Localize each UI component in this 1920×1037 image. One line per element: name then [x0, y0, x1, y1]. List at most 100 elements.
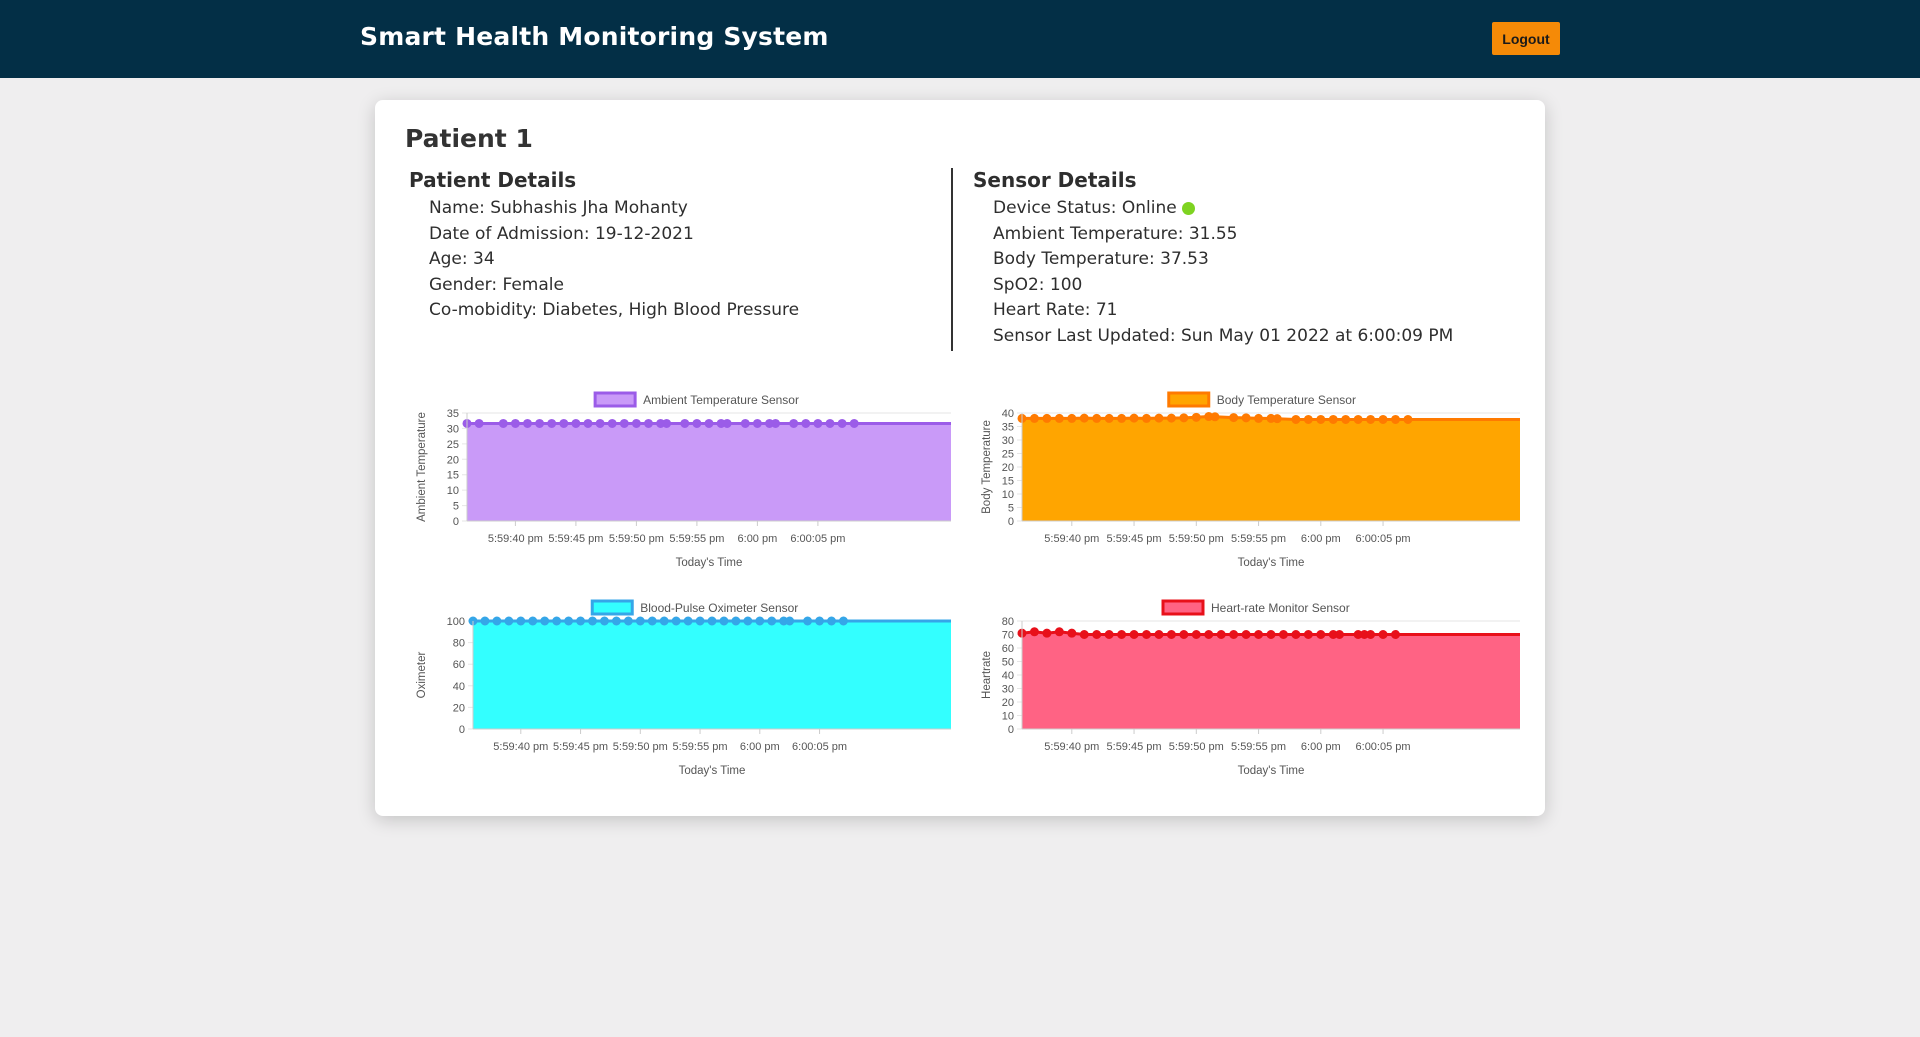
data-point[interactable] — [1166, 630, 1176, 639]
data-point[interactable] — [849, 418, 859, 428]
legend-label[interactable]: Blood-Pulse Oximeter Sensor — [640, 601, 798, 615]
data-point[interactable] — [635, 616, 645, 626]
data-point[interactable] — [1254, 413, 1264, 423]
data-point[interactable] — [1104, 413, 1114, 423]
data-point[interactable] — [1328, 414, 1338, 424]
data-point[interactable] — [707, 616, 717, 626]
data-point[interactable] — [492, 616, 502, 626]
data-point[interactable] — [1104, 630, 1114, 639]
data-point[interactable] — [838, 616, 848, 626]
data-point[interactable] — [535, 418, 545, 428]
legend-swatch-icon[interactable] — [590, 599, 634, 616]
data-point[interactable] — [1154, 630, 1164, 639]
data-point[interactable] — [1191, 412, 1201, 422]
data-point[interactable] — [1378, 630, 1388, 639]
data-point[interactable] — [1378, 414, 1388, 424]
legend-swatch-icon[interactable] — [1167, 391, 1211, 408]
data-point[interactable] — [1210, 412, 1220, 422]
data-point[interactable] — [1254, 630, 1264, 639]
data-point[interactable] — [1092, 413, 1102, 423]
data-point[interactable] — [1272, 414, 1282, 424]
data-point[interactable] — [719, 616, 729, 626]
data-point[interactable] — [1191, 630, 1201, 639]
legend-label[interactable]: Body Temperature Sensor — [1217, 393, 1356, 407]
data-point[interactable] — [1117, 413, 1127, 423]
data-point[interactable] — [1291, 414, 1301, 424]
data-point[interactable] — [1366, 414, 1376, 424]
data-point[interactable] — [704, 418, 714, 428]
data-point[interactable] — [837, 418, 847, 428]
data-point[interactable] — [623, 616, 633, 626]
data-point[interactable] — [1291, 630, 1301, 639]
data-point[interactable] — [680, 418, 690, 428]
data-point[interactable] — [576, 616, 586, 626]
data-point[interactable] — [659, 616, 669, 626]
legend-swatch-icon[interactable] — [1161, 599, 1205, 616]
data-point[interactable] — [1179, 630, 1189, 639]
data-point[interactable] — [631, 418, 641, 428]
data-point[interactable] — [1303, 630, 1313, 639]
data-point[interactable] — [789, 418, 799, 428]
data-point[interactable] — [1316, 630, 1326, 639]
data-point[interactable] — [722, 418, 732, 428]
data-point[interactable] — [813, 418, 823, 428]
data-point[interactable] — [1142, 413, 1151, 423]
data-point[interactable] — [755, 616, 765, 626]
data-point[interactable] — [547, 418, 557, 428]
data-point[interactable] — [785, 616, 795, 626]
data-point[interactable] — [1266, 630, 1276, 639]
data-point[interactable] — [1334, 630, 1344, 639]
data-point[interactable] — [504, 616, 514, 626]
data-point[interactable] — [1079, 413, 1089, 423]
data-point[interactable] — [1241, 630, 1251, 639]
data-point[interactable] — [540, 616, 550, 626]
data-point[interactable] — [825, 418, 835, 428]
data-point[interactable] — [1042, 413, 1052, 423]
data-point[interactable] — [1229, 630, 1239, 639]
data-point[interactable] — [815, 616, 825, 626]
data-point[interactable] — [1067, 628, 1077, 638]
data-point[interactable] — [743, 616, 753, 626]
data-point[interactable] — [1278, 630, 1288, 639]
data-point[interactable] — [1179, 413, 1189, 423]
data-point[interactable] — [1029, 413, 1039, 423]
data-point[interactable] — [1154, 413, 1164, 423]
data-point[interactable] — [692, 418, 702, 428]
data-point[interactable] — [1067, 413, 1077, 423]
data-point[interactable] — [510, 418, 520, 428]
data-point[interactable] — [662, 418, 672, 428]
data-point[interactable] — [1117, 630, 1127, 639]
legend-label[interactable]: Heart-rate Monitor Sensor — [1211, 601, 1350, 615]
data-point[interactable] — [1229, 413, 1239, 423]
data-point[interactable] — [827, 616, 836, 626]
data-point[interactable] — [564, 616, 574, 626]
data-point[interactable] — [731, 616, 741, 626]
data-point[interactable] — [683, 616, 693, 626]
data-point[interactable] — [1079, 630, 1089, 639]
data-point[interactable] — [1054, 627, 1064, 637]
legend-label[interactable]: Ambient Temperature Sensor — [643, 393, 799, 407]
data-point[interactable] — [644, 418, 653, 428]
data-point[interactable] — [571, 418, 581, 428]
data-point[interactable] — [1129, 630, 1139, 639]
data-point[interactable] — [516, 616, 526, 626]
data-point[interactable] — [752, 418, 762, 428]
data-point[interactable] — [1129, 413, 1139, 423]
data-point[interactable] — [1353, 414, 1363, 424]
data-point[interactable] — [588, 616, 597, 626]
data-point[interactable] — [1303, 414, 1313, 424]
data-point[interactable] — [1054, 413, 1064, 423]
data-point[interactable] — [1403, 414, 1413, 424]
data-point[interactable] — [1029, 627, 1039, 637]
data-point[interactable] — [1204, 630, 1214, 639]
data-point[interactable] — [523, 418, 532, 428]
data-point[interactable] — [1216, 630, 1226, 639]
data-point[interactable] — [1241, 413, 1251, 423]
data-point[interactable] — [1166, 413, 1176, 423]
data-point[interactable] — [498, 418, 508, 428]
legend-swatch-icon[interactable] — [593, 391, 637, 408]
data-point[interactable] — [1316, 414, 1326, 424]
data-point[interactable] — [611, 616, 621, 626]
data-point[interactable] — [599, 616, 609, 626]
data-point[interactable] — [671, 616, 681, 626]
